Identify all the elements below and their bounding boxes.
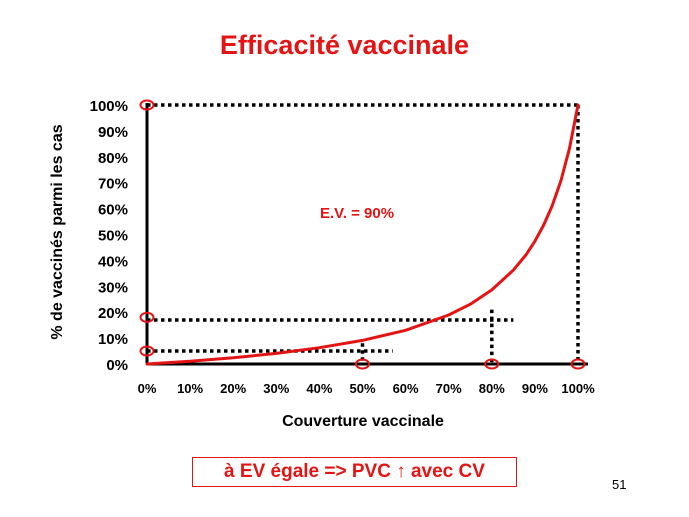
- y-tick-label: 20%: [98, 305, 128, 322]
- conclusion-text-end: avec CV: [405, 461, 485, 482]
- x-tick-label: 100%: [561, 381, 595, 396]
- reference-lines: [147, 103, 580, 364]
- y-axis-label: % de vaccinés parmi les cas: [49, 124, 66, 339]
- highlight-marker-5: [570, 358, 586, 370]
- tick-labels: 0% 10% 20% 30% 40% 50% 60% 70% 80% 90% 100% 0% 10% 20…: [90, 98, 595, 396]
- x-tick-label: 60%: [393, 381, 419, 396]
- conclusion-text-start: à EV égale => PVC: [224, 461, 397, 482]
- highlight-marker-4: [484, 358, 500, 370]
- slide-title: Efficacité vaccinale: [219, 30, 470, 60]
- series: [145, 103, 580, 366]
- y-tick-label: 0%: [106, 357, 128, 374]
- x-tick-label: 90%: [522, 381, 548, 396]
- y-tick-label: 30%: [98, 279, 128, 296]
- y-tick-label: 90%: [98, 124, 128, 141]
- x-tick-label: 80%: [479, 381, 505, 396]
- ev-annotation: E.V. = 90%: [320, 205, 394, 222]
- highlight-marker-1: [139, 311, 155, 323]
- y-tick-label: 10%: [98, 331, 128, 348]
- x-tick-label: 40%: [306, 381, 332, 396]
- conclusion-box: à EV égale => PVC ↑ avec CV: [192, 457, 517, 487]
- x-axis-label: Couverture vaccinale: [282, 413, 444, 430]
- axes: [145, 103, 588, 366]
- y-tick-label: 50%: [98, 228, 128, 245]
- x-tick-label: 0%: [138, 381, 157, 396]
- up-arrow-icon: ↑: [396, 461, 406, 482]
- y-tick-label: 60%: [98, 202, 128, 219]
- y-tick-label: 100%: [90, 98, 128, 115]
- page-number: 51: [612, 477, 627, 492]
- x-tick-label: 50%: [349, 381, 375, 396]
- x-tick-label: 30%: [263, 381, 289, 396]
- highlight-marker-3: [355, 358, 370, 370]
- highlight-markers: [139, 99, 586, 370]
- series-line-0: [145, 103, 580, 366]
- y-tick-label: 70%: [98, 176, 128, 193]
- x-tick-label: 10%: [177, 381, 203, 396]
- x-tick-label: 20%: [220, 381, 246, 396]
- y-tick-label: 80%: [98, 150, 128, 167]
- x-tick-label: 70%: [436, 381, 462, 396]
- highlight-marker-2: [139, 345, 155, 357]
- y-tick-label: 40%: [98, 253, 128, 270]
- highlight-marker-0: [139, 99, 155, 111]
